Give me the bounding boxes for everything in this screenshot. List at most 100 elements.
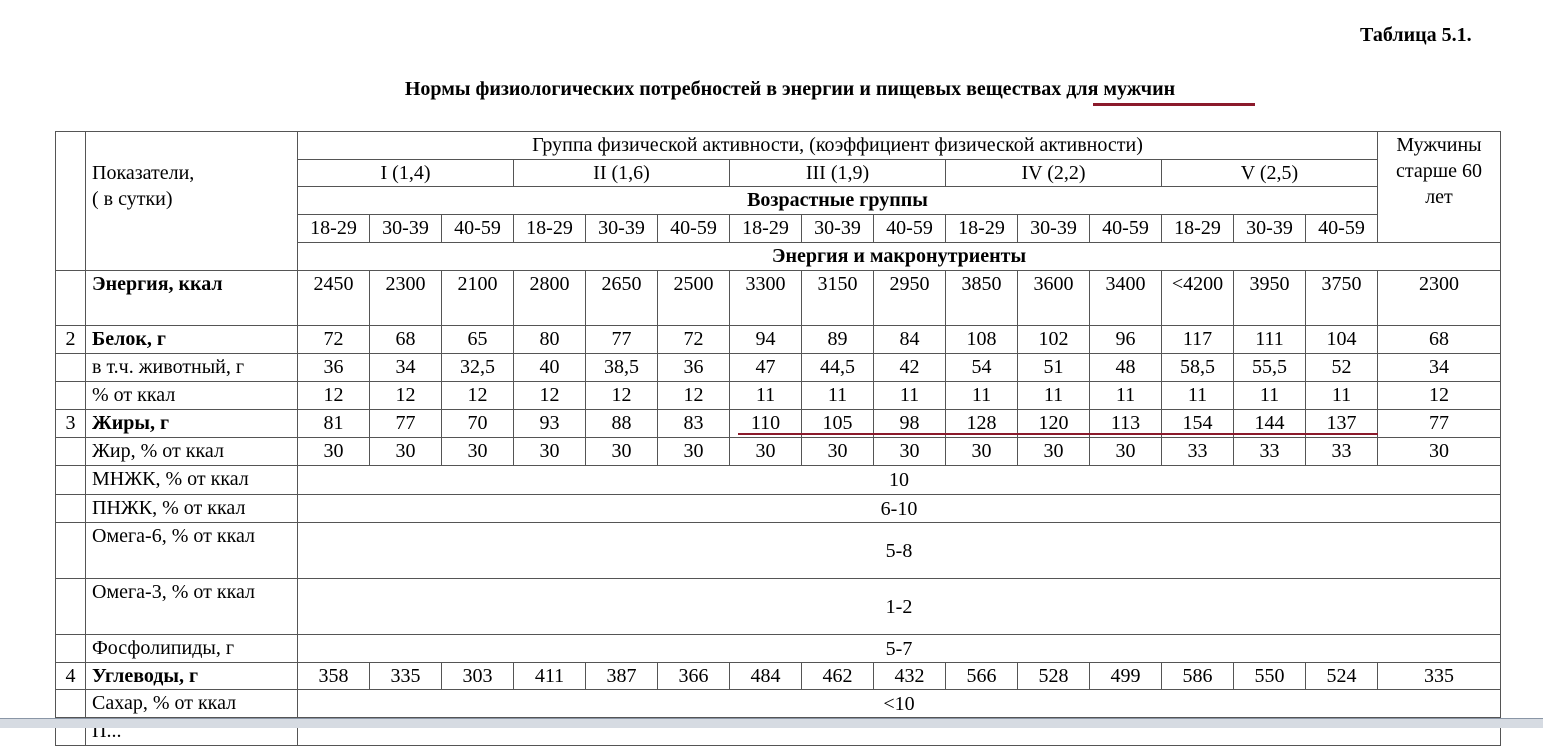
value-cell: 30 [585, 437, 658, 466]
number-header [55, 131, 86, 271]
row-label: Углеводы, г [85, 662, 298, 690]
value-cell: 335 [369, 662, 442, 690]
row-label: МНЖК, % от ккал [85, 465, 298, 495]
age-group: 40-59 [1089, 214, 1162, 243]
row-label: Жир, % от ккал [85, 437, 298, 466]
value-cell: <4200 [1161, 270, 1234, 326]
row-label: Энергия, ккал [85, 270, 298, 326]
value-cell: 77 [369, 409, 442, 438]
value-cell: 30 [945, 437, 1018, 466]
row-number [55, 578, 86, 635]
row-label: в т.ч. животный, г [85, 353, 298, 382]
age-group: 30-39 [369, 214, 442, 243]
row-number [55, 494, 86, 523]
value-cell: 32,5 [441, 353, 514, 382]
indicators-header: Показатели, ( в сутки) [85, 131, 298, 271]
section-header: Энергия и макронутриенты [297, 242, 1501, 271]
older-men-header: Мужчины старше 60 лет [1377, 131, 1501, 243]
row-number: 2 [55, 325, 86, 354]
age-group: 18-29 [945, 214, 1018, 243]
value-cell: 34 [369, 353, 442, 382]
horizontal-scrollbar[interactable] [0, 718, 1543, 728]
value-cell: 34 [1377, 353, 1501, 382]
value-cell: 117 [1161, 325, 1234, 354]
value-cell: 51 [1017, 353, 1090, 382]
value-cell: 2800 [513, 270, 586, 326]
value-cell: 70 [441, 409, 514, 438]
value-cell: 93 [513, 409, 586, 438]
table-row: I (1,4) II (1,6) III (1,9) IV (2,2) V (2,5) [56, 159, 1501, 187]
value-cell: 2500 [657, 270, 730, 326]
merged-value-cell: 10 [297, 465, 1501, 495]
merged-value-cell: 5-8 [297, 522, 1501, 579]
value-cell: 11 [1161, 381, 1234, 410]
row-label: Белок, г [85, 325, 298, 354]
value-cell: 2300 [369, 270, 442, 326]
value-cell: 84 [873, 325, 946, 354]
table-row: ПНЖК, % от ккал 6-10 [55, 494, 1501, 523]
value-cell: 80 [513, 325, 586, 354]
value-cell: 411 [513, 662, 586, 690]
row-number [55, 353, 86, 382]
table-row: МНЖК, % от ккал 10 [55, 465, 1501, 495]
value-cell: 3400 [1089, 270, 1162, 326]
value-cell: 2950 [873, 270, 946, 326]
row-number [55, 270, 86, 326]
row-label: Фосфолипиды, г [85, 634, 298, 663]
age-group: 18-29 [1161, 214, 1234, 243]
value-cell: 54 [945, 353, 1018, 382]
row-number [55, 634, 86, 663]
value-cell: 3850 [945, 270, 1018, 326]
row-number [55, 381, 86, 410]
table-row: Сахар, % от ккал <10 [55, 689, 1501, 718]
value-cell: 11 [1305, 381, 1378, 410]
value-cell: 81 [297, 409, 370, 438]
value-cell: 3600 [1017, 270, 1090, 326]
value-cell: 30 [873, 437, 946, 466]
row-label: Омега-3, % от ккал [85, 578, 298, 635]
value-cell: 12 [441, 381, 514, 410]
value-cell: 524 [1305, 662, 1378, 690]
activity-group-header: Группа физической активности, (коэффицие… [297, 131, 1378, 160]
value-cell: 432 [873, 662, 946, 690]
value-cell: 11 [729, 381, 802, 410]
value-cell: 96 [1089, 325, 1162, 354]
value-cell: 12 [369, 381, 442, 410]
value-cell: 499 [1089, 662, 1162, 690]
row-label: Омега-6, % от ккал [85, 522, 298, 579]
value-cell: 72 [657, 325, 730, 354]
value-cell: 30 [441, 437, 514, 466]
value-cell: 12 [513, 381, 586, 410]
value-cell: 68 [369, 325, 442, 354]
value-cell: 528 [1017, 662, 1090, 690]
table-row: Показатели, ( в сутки) Группа физической … [55, 131, 1501, 271]
value-cell: 3750 [1305, 270, 1378, 326]
value-cell: 83 [657, 409, 730, 438]
age-group: 40-59 [1305, 214, 1378, 243]
age-group: 30-39 [1017, 214, 1090, 243]
value-cell: 3950 [1233, 270, 1306, 326]
row-number: 3 [55, 409, 86, 438]
row-number [55, 465, 86, 495]
table-row: Жир, % от ккал 30 30 30 30 30 30 30 30 30 30 30 30 33… [55, 437, 1501, 466]
age-group: 40-59 [441, 214, 514, 243]
table-row: Омега-3, % от ккал 1-2 [55, 578, 1501, 635]
value-cell: 44,5 [801, 353, 874, 382]
activity-group: I (1,4) [297, 159, 514, 187]
table-number: Таблица 5.1. [1360, 24, 1472, 46]
age-group: 18-29 [729, 214, 802, 243]
age-group: 40-59 [657, 214, 730, 243]
value-cell: 12 [585, 381, 658, 410]
activity-group: IV (2,2) [945, 159, 1162, 187]
value-cell: 11 [801, 381, 874, 410]
value-cell: 30 [369, 437, 442, 466]
value-cell: 566 [945, 662, 1018, 690]
value-cell: 462 [801, 662, 874, 690]
value-cell: 11 [873, 381, 946, 410]
merged-value-cell: 5-7 [297, 634, 1501, 663]
value-cell: 33 [1161, 437, 1234, 466]
value-cell: 30 [1377, 437, 1501, 466]
title-underline [1093, 103, 1255, 106]
value-cell: 33 [1305, 437, 1378, 466]
value-cell: 11 [1017, 381, 1090, 410]
